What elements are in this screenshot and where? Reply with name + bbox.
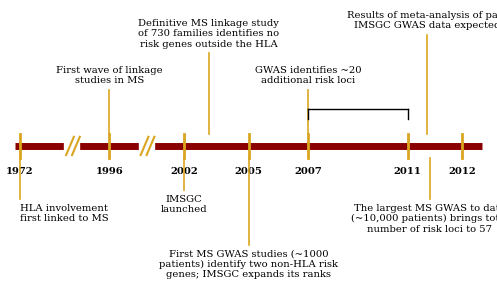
Text: 2002: 2002: [170, 167, 198, 176]
Text: Definitive MS linkage study
of 730 families identifies no
risk genes outside the: Definitive MS linkage study of 730 famil…: [138, 19, 279, 49]
Text: 2012: 2012: [448, 167, 476, 176]
Text: 1996: 1996: [95, 167, 123, 176]
Text: HLA involvement
first linked to MS: HLA involvement first linked to MS: [20, 204, 108, 223]
Text: 2007: 2007: [294, 167, 322, 176]
Text: 1972: 1972: [6, 167, 34, 176]
Text: IMSGC
launched: IMSGC launched: [161, 195, 207, 214]
Text: First wave of linkage
studies in MS: First wave of linkage studies in MS: [56, 66, 163, 85]
Text: The largest MS GWAS to date
(~10,000 patients) brings total
number of risk loci : The largest MS GWAS to date (~10,000 pat…: [351, 204, 497, 234]
Text: GWAS identifies ~20
additional risk loci: GWAS identifies ~20 additional risk loci: [255, 66, 361, 85]
Text: 2011: 2011: [394, 167, 421, 176]
Text: Results of meta-analysis of past
IMSGC GWAS data expected: Results of meta-analysis of past IMSGC G…: [347, 11, 497, 30]
Text: 2005: 2005: [235, 167, 262, 176]
Text: First MS GWAS studies (~1000
patients) identify two non-HLA risk
genes; IMSGC ex: First MS GWAS studies (~1000 patients) i…: [159, 249, 338, 279]
